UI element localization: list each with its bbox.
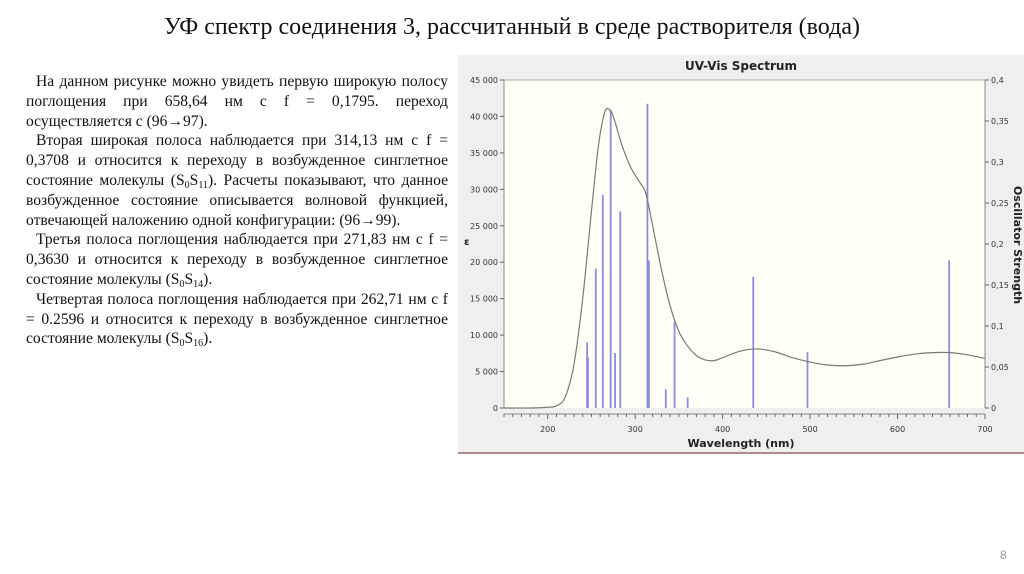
y2-tick-label: 0,4 [991,76,1004,85]
paragraph: На данном рисунке можно увидеть первую ш… [26,73,448,130]
y2-tick-label: 0,35 [991,117,1009,126]
chart-svg: UV-Vis Spectrum 0 5 000 10 000 15 000 20 000… [464,59,1024,450]
y2-tick-label: 0,1 [991,322,1004,331]
y-tick-label: 5 000 [475,368,498,377]
x-tick-label: 300 [628,425,643,434]
y-axis-label: ε [464,237,470,248]
x-tick-label: 500 [802,425,817,434]
y-tick-label: 30 000 [470,185,498,194]
y2-tick-label: 0,3 [991,158,1004,167]
x-tick-label: 700 [977,425,992,434]
paragraph: Четвертая полоса поглощения наблюдается … [26,290,448,350]
paragraph: Вторая широкая полоса наблюдается при 31… [26,132,448,229]
page-number: 8 [1000,548,1007,562]
y-tick-label: 20 000 [470,258,498,267]
plot-area [504,80,985,408]
x-tick-label: 600 [890,425,905,434]
y-tick-label: 35 000 [470,149,498,158]
y-tick-label: 45 000 [470,76,498,85]
x-axis-label: Wavelength (nm) [688,437,795,450]
paragraph: Третья полоса поглощения наблюдается при… [26,231,448,290]
y-tick-label: 25 000 [470,222,498,231]
y2-tick-label: 0,25 [991,199,1009,208]
absorption-curve [503,107,986,409]
chart-title: UV-Vis Spectrum [685,59,797,73]
x-tick-label: 200 [540,425,555,434]
axes: 0 5 000 10 000 15 000 20 000 25 000 30 000 35 0… [470,76,1009,434]
y-tick-label: 40 000 [470,112,498,121]
y2-tick-label: 0 [991,404,996,413]
y-tick-label: 10 000 [470,331,498,340]
oscillator-sticks [586,103,951,408]
y-tick-label: 0 [493,404,498,413]
y2-tick-label: 0,2 [991,240,1004,249]
description-text: На данном рисунке можно увидеть первую ш… [26,72,448,349]
y-tick-label: 15 000 [470,295,498,304]
x-tick-label: 400 [715,425,730,434]
y2-tick-label: 0,15 [991,281,1009,290]
uv-vis-chart: UV-Vis Spectrum 0 5 000 10 000 15 000 20 000… [458,55,1024,454]
y2-tick-label: 0,05 [991,363,1009,372]
y2-axis-label: Oscillator Strength [1011,186,1024,304]
slide-title: УФ спектр соединения 3, рассчитанный в с… [164,14,860,40]
